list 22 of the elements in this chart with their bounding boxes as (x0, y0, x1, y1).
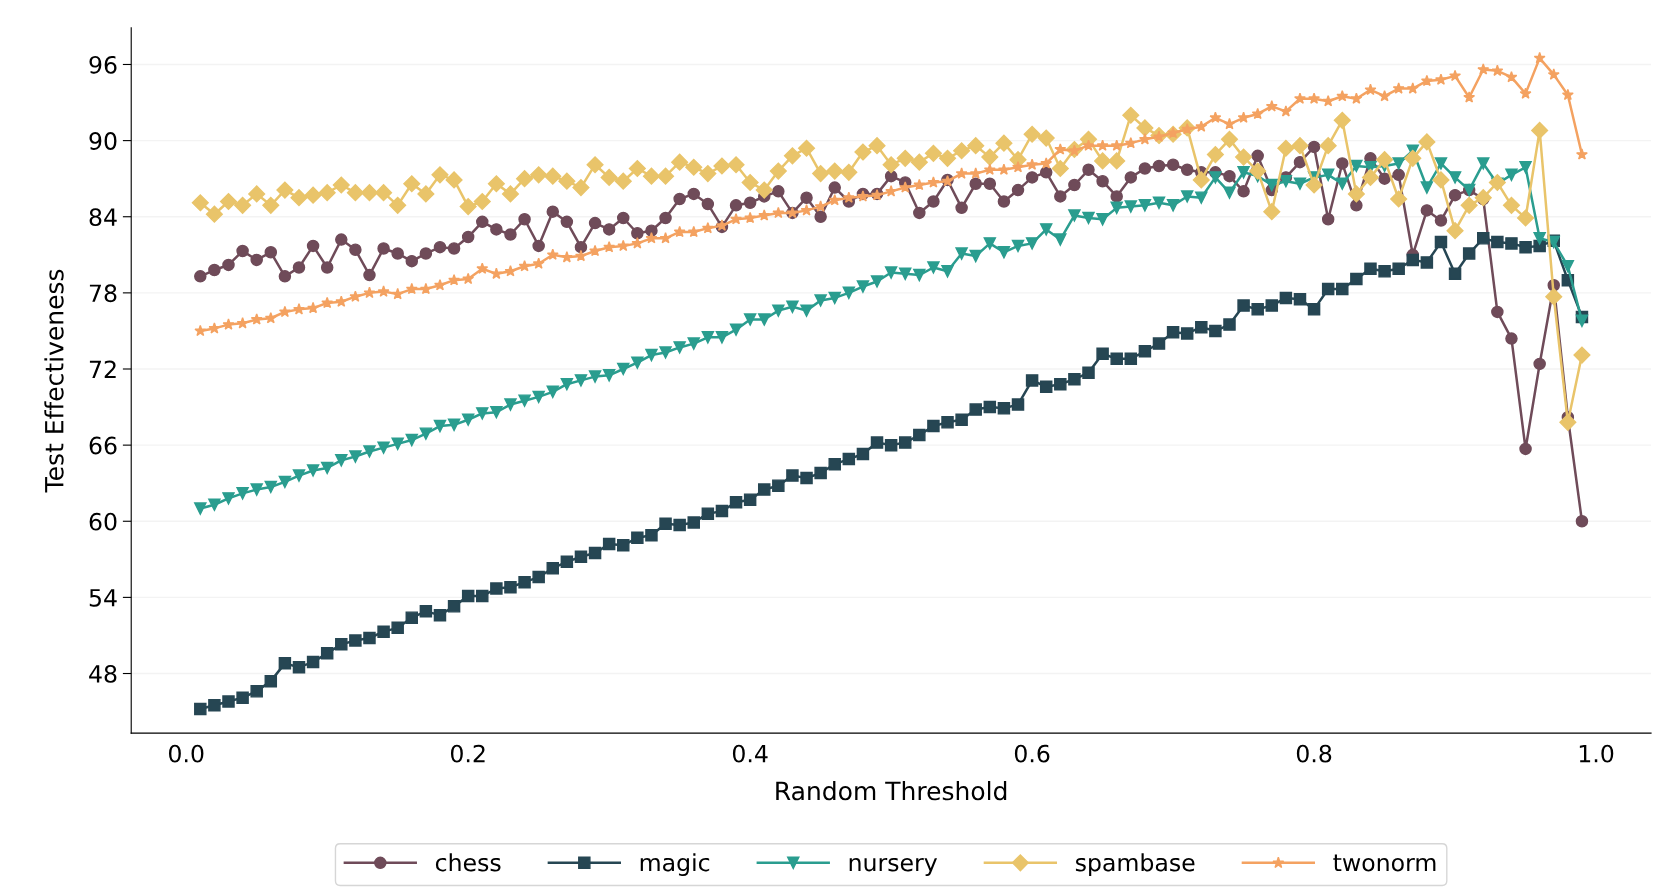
legend-label: chess (435, 853, 501, 872)
y-tick-label: 84 (89, 208, 117, 227)
x-tick-label: 0.4 (732, 744, 768, 763)
y-tick-label: 90 (89, 132, 117, 150)
y-tick-label: 78 (89, 284, 117, 303)
y-tick-label: 66 (89, 436, 117, 455)
y-axis-title: Test Effectiveness (44, 269, 64, 493)
x-axis-title: Random Threshold (776, 781, 1007, 801)
y-tick-label: 96 (89, 55, 117, 74)
y-tick-label: 72 (89, 360, 116, 378)
x-tick-label: 0.6 (1014, 744, 1050, 763)
legend-label: nursery (849, 857, 938, 877)
legend-label: magic (640, 853, 710, 877)
legend-label: twonorm (1333, 854, 1436, 872)
y-tick-label: 54 (89, 589, 117, 607)
x-tick-label: 0.2 (450, 744, 485, 763)
legend-label: spambase (1075, 853, 1195, 877)
x-tick-label: 0.8 (1296, 744, 1332, 763)
y-tick-label: 48 (89, 664, 117, 683)
x-tick-label: 1.0 (1579, 744, 1614, 763)
x-tick-label: 0.0 (168, 744, 204, 763)
y-tick-label: 60 (89, 512, 117, 531)
